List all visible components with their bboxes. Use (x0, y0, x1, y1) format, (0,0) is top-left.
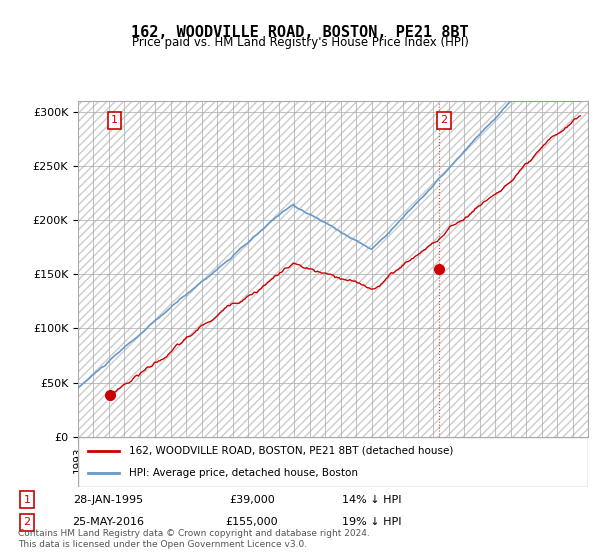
Text: 25-MAY-2016: 25-MAY-2016 (72, 517, 144, 527)
Text: 1: 1 (23, 494, 31, 505)
Text: Contains HM Land Registry data © Crown copyright and database right 2024.
This d: Contains HM Land Registry data © Crown c… (18, 529, 370, 549)
Text: 2: 2 (23, 517, 31, 527)
Text: 1: 1 (111, 115, 118, 125)
Text: 28-JAN-1995: 28-JAN-1995 (73, 494, 143, 505)
Text: 19% ↓ HPI: 19% ↓ HPI (342, 517, 402, 527)
Text: £39,000: £39,000 (229, 494, 275, 505)
Text: £155,000: £155,000 (226, 517, 278, 527)
Text: 14% ↓ HPI: 14% ↓ HPI (342, 494, 402, 505)
Text: 162, WOODVILLE ROAD, BOSTON, PE21 8BT: 162, WOODVILLE ROAD, BOSTON, PE21 8BT (131, 25, 469, 40)
Text: HPI: Average price, detached house, Boston: HPI: Average price, detached house, Bost… (129, 468, 358, 478)
Text: 162, WOODVILLE ROAD, BOSTON, PE21 8BT (detached house): 162, WOODVILLE ROAD, BOSTON, PE21 8BT (d… (129, 446, 454, 456)
Text: Price paid vs. HM Land Registry's House Price Index (HPI): Price paid vs. HM Land Registry's House … (131, 36, 469, 49)
Text: 2: 2 (440, 115, 448, 125)
FancyBboxPatch shape (78, 437, 588, 487)
